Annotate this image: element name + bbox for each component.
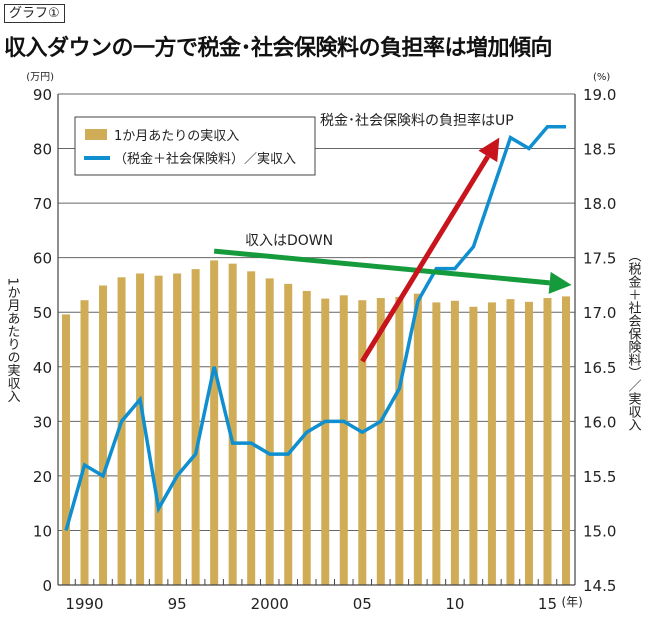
bar-2016: [562, 296, 570, 585]
rate-line: [64, 124, 566, 531]
left-tick-label: 0: [42, 577, 52, 595]
annotation-arrow-shaft: [213, 248, 550, 286]
left-tick-label: 60: [33, 250, 52, 268]
bar-2004: [339, 295, 348, 585]
bar-2015: [543, 298, 552, 585]
bar-1997: [210, 260, 219, 585]
x-tick-label: 15: [538, 595, 557, 613]
annotation-arrow-head: [478, 137, 500, 163]
bar-2011: [469, 306, 478, 585]
bar-2002: [302, 290, 311, 585]
right-tick-label: 14.5: [583, 577, 616, 595]
figure-tag: グラフ①: [4, 4, 65, 23]
legend-swatch-bar: [85, 129, 107, 140]
right-tick-label: 16.0: [583, 413, 616, 431]
left-axis-label: 1か月あたりの実収入: [5, 277, 21, 403]
bar-2007: [395, 296, 404, 585]
left-tick-label: 50: [33, 304, 52, 322]
left-axis-unit: (万円): [26, 72, 54, 83]
bar-2008: [413, 293, 422, 585]
x-tick-label: 10: [445, 595, 464, 613]
left-tick-label: 30: [33, 413, 52, 431]
left-tick-label: 40: [33, 359, 52, 377]
left-tick-label: 20: [33, 468, 52, 486]
right-tick-label: 18.5: [583, 141, 616, 159]
bar-2006: [376, 298, 385, 585]
bar-1999: [247, 271, 256, 585]
bar-2010: [450, 300, 459, 585]
bar-2005: [358, 300, 367, 585]
right-tick-label: 15.0: [583, 522, 616, 540]
x-tick-label: 1990: [65, 595, 103, 613]
legend-box: [74, 116, 316, 176]
annotation-label-down: 収入はDOWN: [245, 233, 333, 249]
right-tick-label: 19.0: [583, 86, 616, 104]
right-tick-label: 16.5: [583, 359, 616, 377]
annotation-label-up: 税金･社会保険料の負担率はUP: [320, 112, 514, 129]
bar-1998: [228, 263, 237, 585]
x-axis-unit: (年): [561, 595, 582, 609]
right-axis-unit: (%): [593, 72, 610, 83]
x-tick-label: 05: [353, 595, 372, 613]
bar-1993: [136, 273, 145, 585]
bar-2001: [284, 283, 293, 585]
chart-title: 収入ダウンの一方で税金･社会保険料の負担率は増加傾向: [4, 36, 553, 61]
x-tick-label: 95: [168, 595, 187, 613]
bar-2003: [321, 298, 330, 585]
left-tick-label: 10: [33, 522, 52, 540]
annotation-arrow-head: [548, 271, 572, 294]
bar-2009: [432, 302, 441, 585]
right-tick-label: 17.0: [583, 304, 616, 322]
legend-label-line: （税金＋社会保険料）／実収入: [114, 151, 296, 167]
bar-1996: [191, 269, 200, 585]
annotation-arrow-shaft: [360, 155, 490, 363]
bar-2014: [524, 301, 533, 585]
bar-1994: [154, 275, 163, 585]
legend-label-bar: 1か月あたりの実収入: [114, 128, 239, 144]
left-tick-label: 90: [33, 86, 52, 104]
right-tick-label: 15.5: [583, 468, 616, 486]
bar-2013: [506, 299, 515, 585]
x-tick-label: 2000: [251, 595, 289, 613]
bar-1992: [117, 277, 126, 585]
bar-2000: [265, 278, 274, 585]
left-tick-label: 80: [33, 141, 52, 159]
right-tick-label: 17.5: [583, 250, 616, 268]
left-tick-label: 70: [33, 195, 52, 213]
bar-2012: [487, 302, 496, 585]
right-tick-label: 18.0: [583, 195, 616, 213]
right-axis-label: （税金＋社会保険料）／実収入: [626, 249, 642, 431]
bar-1989: [62, 314, 70, 585]
bar-1991: [99, 285, 108, 585]
bar-1990: [80, 300, 89, 585]
bar-1995: [173, 273, 182, 585]
